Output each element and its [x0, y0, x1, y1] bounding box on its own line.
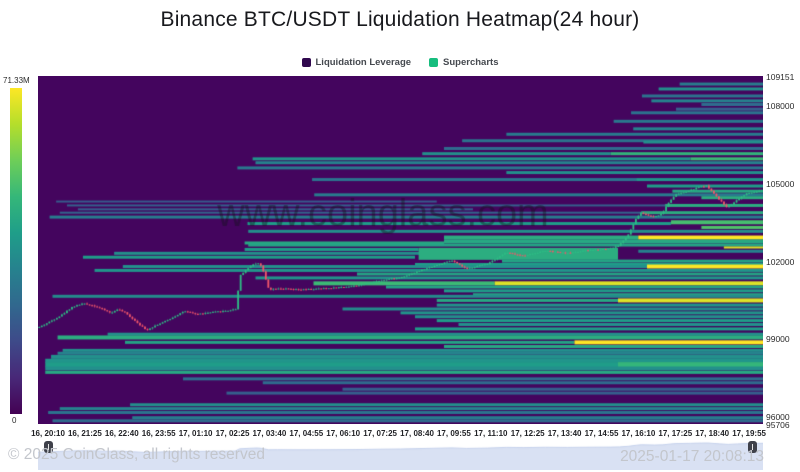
x-tick: 17, 11:10	[474, 429, 508, 438]
chart-title: Binance BTC/USDT Liquidation Heatmap(24 …	[160, 8, 640, 31]
y-tick: 108000	[766, 101, 795, 112]
x-tick: 17, 03:40	[252, 429, 287, 438]
legend-label-supercharts: Supercharts	[443, 57, 499, 68]
x-tick: 17, 01:10	[178, 429, 213, 438]
supercharts-swatch-icon	[429, 58, 439, 67]
copyright-text: © 2025 CoinGlass, all rights reserved	[8, 446, 265, 463]
x-tick: 17, 12:25	[510, 429, 545, 438]
legend-item-liquidation-leverage[interactable]: Liquidation Leverage	[301, 57, 412, 68]
x-tick: 16, 23:55	[141, 429, 176, 438]
y-tick: 105000	[766, 178, 795, 189]
y-tick: 95706	[766, 419, 790, 430]
x-tick: 17, 19:55	[732, 429, 766, 438]
navigator-right-handle[interactable]	[748, 441, 757, 453]
liquidation-leverage-swatch-icon	[301, 58, 311, 67]
legend: Liquidation Leverage Supercharts	[0, 57, 800, 68]
x-tick: 17, 13:40	[547, 429, 582, 438]
y-tick: 96000	[766, 411, 790, 422]
colorbar-max-label: 71.33M	[3, 76, 30, 85]
y-tick: 109151	[766, 71, 795, 82]
x-tick: 17, 18:40	[695, 429, 730, 438]
x-tick: 17, 16:10	[621, 429, 656, 438]
x-tick: 16, 21:25	[67, 429, 102, 438]
colorbar-min-label: 0	[12, 416, 17, 425]
x-tick: 17, 14:55	[584, 429, 619, 438]
x-tick: 17, 06:10	[326, 429, 361, 438]
x-tick: 16, 22:40	[104, 429, 139, 438]
x-tick: 17, 17:25	[658, 429, 693, 438]
colorbar-gradient	[10, 88, 22, 414]
legend-label-liquidation-leverage: Liquidation Leverage	[315, 57, 412, 68]
y-tick: 102000	[766, 256, 795, 267]
legend-item-supercharts[interactable]: Supercharts	[429, 57, 498, 68]
navigator-scrollbar[interactable]	[38, 440, 763, 470]
y-tick: 99000	[766, 334, 790, 345]
x-tick: 16, 20:10	[31, 429, 65, 438]
x-tick: 17, 02:25	[215, 429, 250, 438]
x-tick: 17, 07:25	[363, 429, 397, 438]
navigator-left-handle[interactable]	[44, 441, 53, 453]
heatmap-plot-area[interactable]	[38, 76, 763, 424]
x-tick: 17, 04:55	[289, 429, 324, 438]
timestamp-text: 2025-01-17 20:08:13	[620, 448, 764, 465]
x-tick: 17, 08:40	[400, 429, 434, 438]
x-tick: 17, 09:55	[436, 429, 471, 438]
